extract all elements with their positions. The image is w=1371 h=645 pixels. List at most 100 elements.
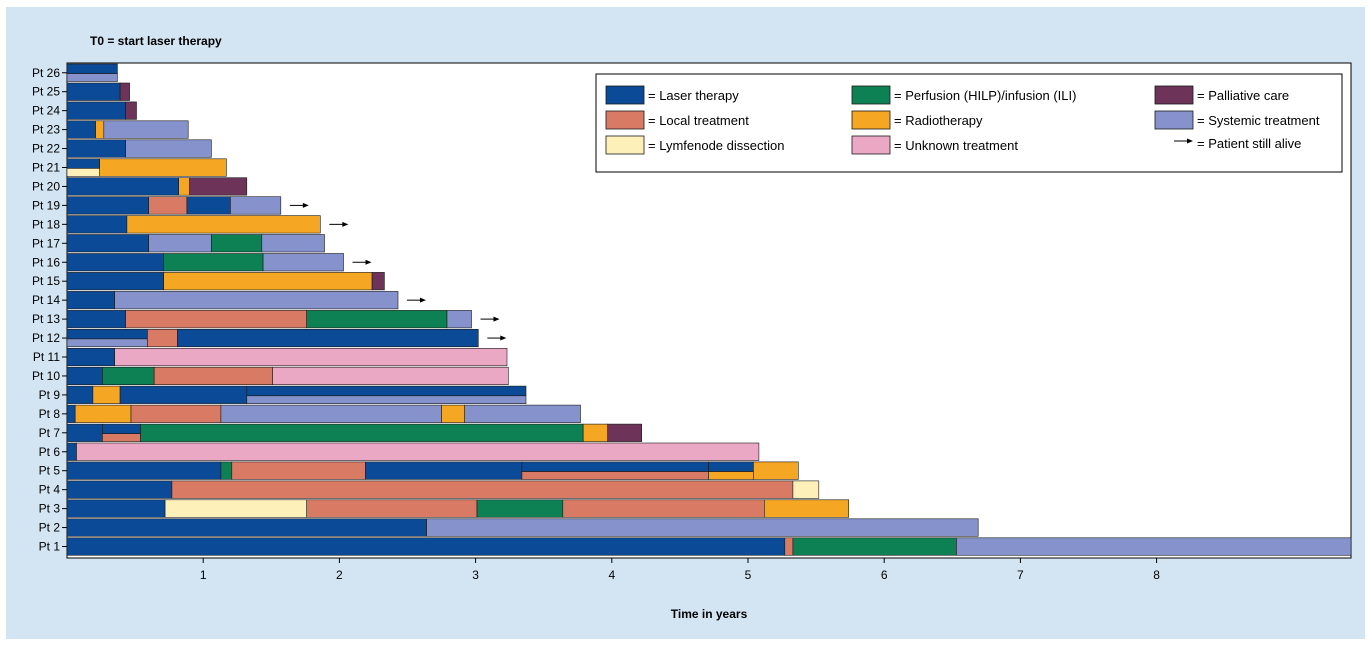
bar-pt5-laser-4 (521, 461, 709, 472)
patient-label-pt1: Pt 1 (39, 540, 61, 554)
legend-label-systemic: = Systemic treatment (1197, 113, 1320, 128)
bar-pt9-laser-2 (119, 385, 248, 404)
bar-pt21-lymph-1 (66, 168, 101, 177)
bar-pt23-systemic-2 (103, 120, 189, 139)
bar-pt20-laser-0 (66, 177, 179, 196)
bar-pt5-local-2 (231, 461, 366, 480)
legend-swatch-palliative (1154, 85, 1194, 105)
bar-pt16-systemic-2 (262, 253, 344, 272)
patient-label-pt13: Pt 13 (32, 312, 60, 326)
bar-pt7-laser-0 (66, 423, 103, 442)
legend-label-unknown: = Unknown treatment (894, 138, 1018, 153)
bar-pt20-radio-1 (178, 177, 190, 196)
patient-label-pt16: Pt 16 (32, 255, 60, 269)
bar-pt13-laser-0 (66, 310, 126, 329)
bar-pt17-laser-0 (66, 234, 149, 253)
bar-pt26-systemic-1 (66, 73, 118, 82)
bar-pt5-perfusion-1 (220, 461, 233, 480)
legend-swatch-unknown (851, 135, 891, 155)
bar-pt7-radio-4 (582, 423, 609, 442)
bar-pt3-local-4 (562, 499, 765, 518)
bar-pt7-palliative-5 (607, 423, 643, 442)
bar-pt4-laser-0 (66, 480, 173, 499)
bar-pt7-laser-1 (102, 423, 141, 435)
legend-alive-arrowhead (1187, 138, 1193, 144)
bar-pt13-local-1 (125, 310, 308, 329)
bar-pt2-laser-0 (66, 518, 427, 537)
bar-pt25-laser-0 (66, 82, 121, 101)
legend-label-perfusion: = Perfusion (HILP)/infusion (ILI) (894, 88, 1076, 103)
patient-label-pt26: Pt 26 (32, 66, 60, 80)
patient-label-pt20: Pt 20 (32, 179, 60, 193)
bar-pt5-laser-0 (66, 461, 222, 480)
bar-pt11-laser-0 (66, 347, 116, 367)
patient-label-pt7: Pt 7 (39, 426, 61, 440)
bar-pt4-lymph-2 (792, 480, 820, 499)
bar-pt20-palliative-2 (189, 177, 248, 196)
legend-box (595, 73, 1343, 173)
bar-pt14-laser-0 (66, 291, 116, 310)
patient-label-pt6: Pt 6 (39, 445, 61, 459)
bar-pt10-perfusion-1 (102, 366, 155, 386)
bar-pt12-systemic-1 (66, 338, 148, 348)
bar-pt5-radio-7 (708, 471, 754, 480)
bar-pt11-unknown-1 (114, 347, 508, 367)
bar-pt21-laser-0 (66, 158, 101, 169)
patient-label-pt12: Pt 12 (32, 331, 60, 345)
patient-label-pt22: Pt 22 (32, 142, 60, 156)
bar-pt8-systemic-5 (464, 404, 581, 423)
x-tick-label-2: 2 (336, 568, 343, 582)
bar-pt3-lymph-1 (164, 499, 308, 518)
patient-label-pt5: Pt 5 (39, 464, 61, 478)
patient-label-pt2: Pt 2 (39, 521, 61, 535)
patient-label-pt18: Pt 18 (32, 217, 60, 231)
legend-label-local: = Local treatment (648, 113, 749, 128)
x-tick-label-1: 1 (200, 568, 207, 582)
bar-pt1-laser-0 (66, 537, 786, 556)
legend-swatch-laser (605, 85, 645, 105)
patient-label-pt15: Pt 15 (32, 274, 60, 288)
bar-pt24-palliative-1 (125, 101, 137, 120)
bar-pt2-systemic-1 (426, 518, 979, 537)
patient-label-pt11: Pt 11 (33, 350, 60, 364)
patient-labels: Pt 26 Pt 25 Pt 24 Pt 23 Pt 22 Pt 21 Pt 20 Pt 19… (32, 66, 67, 554)
alive-arrowhead-pt18 (342, 221, 349, 227)
bar-pt17-perfusion-2 (211, 234, 263, 253)
x-tick-label-5: 5 (745, 568, 752, 582)
x-tick-label-3: 3 (472, 568, 479, 582)
bar-pt9-laser-3 (246, 385, 527, 397)
bar-pt9-laser-0 (66, 385, 94, 404)
legend-label-palliative: = Palliative care (1197, 88, 1289, 103)
x-axis: 1 2 3 4 5 6 7 8 (200, 558, 1160, 582)
bar-pt4-local-1 (171, 480, 794, 499)
patient-label-pt4: Pt 4 (39, 483, 61, 497)
bar-pt24-laser-0 (66, 101, 126, 120)
bar-pt15-radio-1 (163, 272, 373, 291)
legend: = Laser therapy = Perfusion (HILP)/infusi… (595, 73, 1343, 173)
bar-pt5-radio-8 (753, 461, 799, 480)
bar-pt5-local-5 (521, 471, 709, 480)
bar-pt15-laser-0 (66, 272, 164, 291)
bar-pt1-perfusion-2 (792, 537, 957, 556)
bar-pt13-systemic-3 (446, 310, 472, 329)
alive-arrowhead-pt19 (302, 202, 309, 208)
bar-pt8-local-2 (130, 404, 222, 423)
bar-pt8-radio-1 (74, 404, 132, 423)
patient-label-pt10: Pt 10 (32, 369, 60, 383)
patient-label-pt24: Pt 24 (32, 104, 60, 118)
bar-pt8-radio-4 (441, 404, 466, 423)
x-axis-label: Time in years (671, 607, 748, 621)
legend-swatch-lymph (605, 135, 645, 155)
x-tick-label-7: 7 (1017, 568, 1024, 582)
bar-pt12-laser-0 (66, 328, 148, 340)
patient-label-pt17: Pt 17 (32, 236, 60, 250)
bar-pt19-local-1 (148, 196, 188, 215)
bar-pt6-unknown-1 (76, 442, 760, 461)
bar-pt17-systemic-1 (148, 234, 212, 253)
patient-label-pt8: Pt 8 (39, 407, 61, 421)
x-tick-label-8: 8 (1153, 568, 1160, 582)
bar-pt23-laser-0 (66, 120, 96, 139)
bar-pt3-perfusion-3 (476, 499, 564, 518)
patient-label-pt3: Pt 3 (39, 502, 61, 516)
